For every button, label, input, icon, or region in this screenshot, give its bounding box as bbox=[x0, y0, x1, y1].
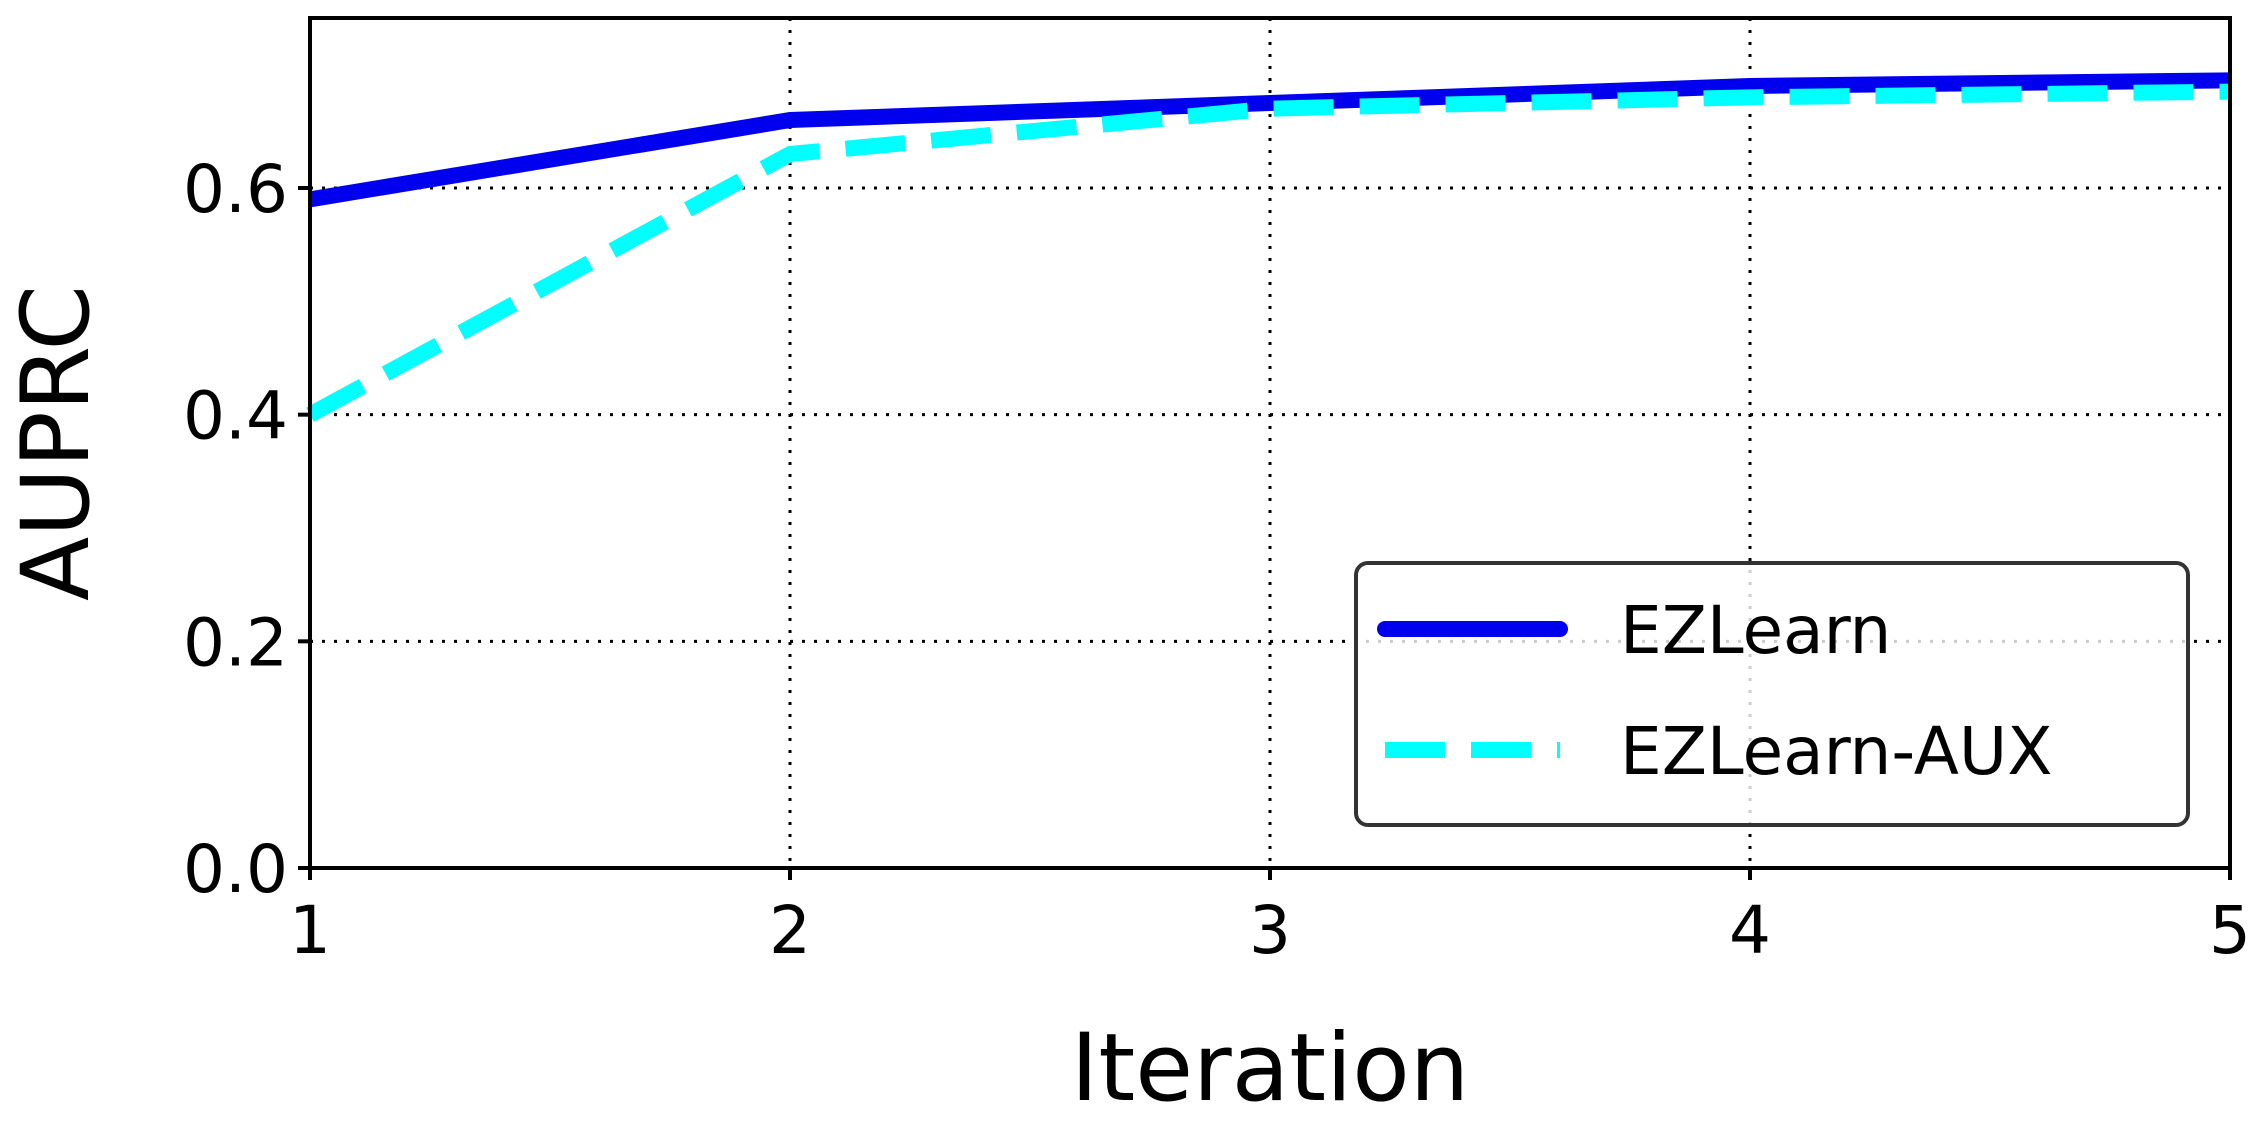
legend: EZLearn EZLearn-AUX bbox=[1354, 561, 2190, 827]
x-tick-label: 3 bbox=[1249, 892, 1291, 969]
legend-label-ezlearn-aux: EZLearn-AUX bbox=[1620, 713, 2052, 790]
x-tick-label: 4 bbox=[1729, 892, 1771, 969]
series-lines bbox=[306, 72, 2231, 422]
y-tick-label: 0.4 bbox=[183, 378, 288, 455]
x-tick-label: 5 bbox=[2209, 892, 2250, 969]
y-axis-title: AUPRC bbox=[2, 285, 111, 601]
y-tick-label: 0.0 bbox=[183, 831, 288, 908]
y-tick-label: 0.6 bbox=[183, 151, 288, 228]
x-axis-title: Iteration bbox=[1071, 1014, 1470, 1123]
series-line-ezlearn bbox=[308, 72, 2231, 208]
x-tick-label: 1 bbox=[289, 892, 331, 969]
x-tick-label: 2 bbox=[769, 892, 811, 969]
y-tick-label: 0.2 bbox=[183, 604, 288, 681]
series-line-ezlearn-aux bbox=[306, 83, 2231, 422]
axis-ticks: 1 2 3 4 5 0.0 0.2 0.4 0.6 bbox=[183, 151, 2250, 969]
legend-label-ezlearn: EZLearn bbox=[1620, 592, 1891, 669]
